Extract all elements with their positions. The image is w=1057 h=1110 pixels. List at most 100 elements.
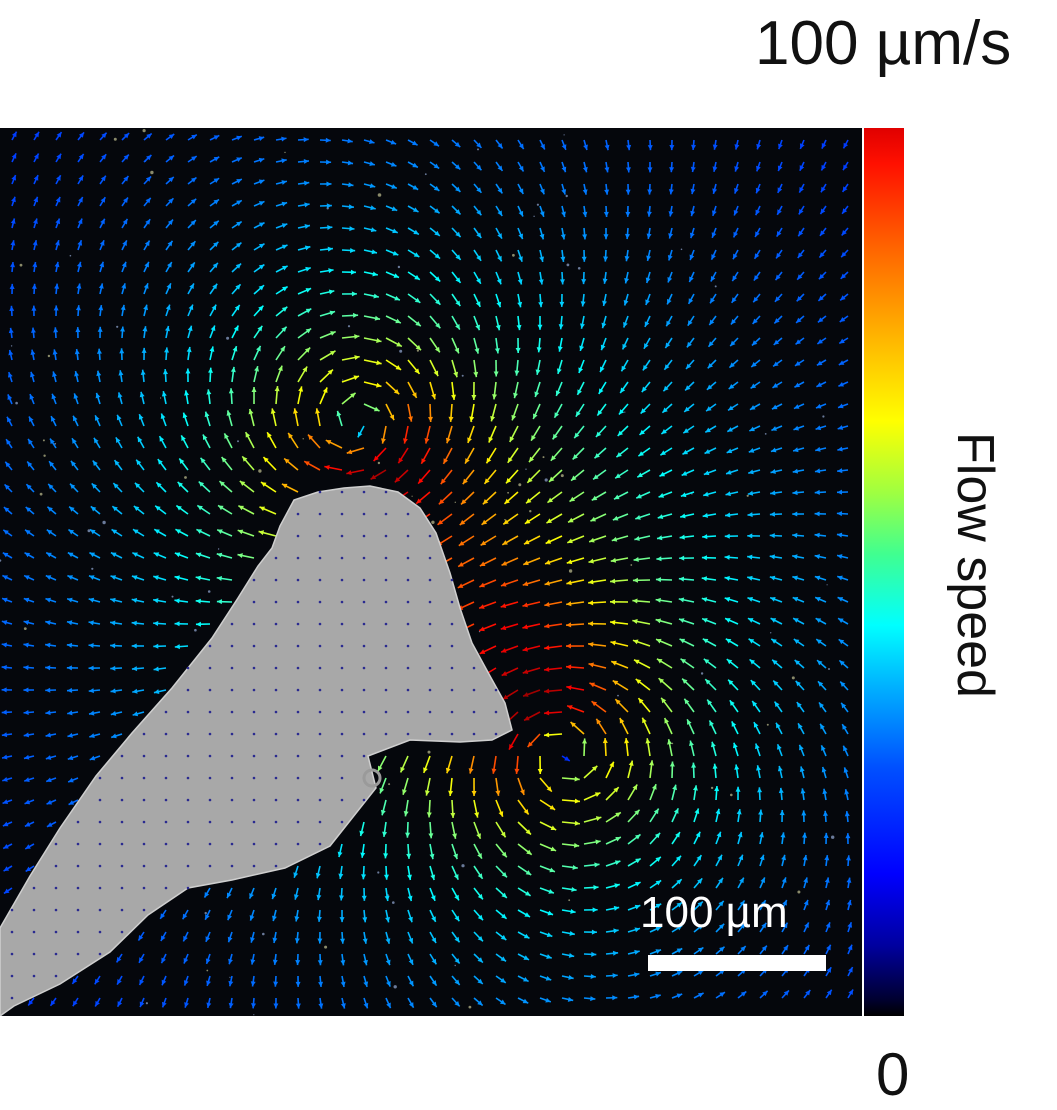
in-cell-vector	[340, 600, 344, 604]
flow-vector-head	[690, 188, 696, 195]
flow-vector-head	[711, 210, 717, 216]
flow-vector-head	[685, 385, 691, 391]
flow-vector-head	[31, 305, 37, 311]
flow-vector-head	[710, 741, 716, 748]
flow-vector-head	[174, 575, 180, 581]
in-cell-vector	[142, 864, 146, 868]
flow-vector-head	[702, 512, 709, 518]
flow-vector-head	[217, 529, 223, 534]
flow-vector-head	[190, 177, 197, 183]
flow-vector-head	[537, 768, 543, 774]
in-cell-vector	[340, 666, 344, 670]
flow-vector-head	[245, 432, 251, 438]
flow-vector-head	[476, 164, 482, 171]
flow-vector-head	[661, 428, 667, 434]
in-cell-vector	[120, 930, 124, 934]
flow-vector-head	[760, 877, 765, 884]
flow-vector-head	[837, 468, 843, 474]
in-cell-vector	[164, 754, 168, 758]
flow-vector-head	[45, 642, 51, 648]
flow-vector-head	[612, 515, 619, 521]
flow-vector-head	[705, 427, 711, 433]
flow-vector-head	[373, 455, 379, 462]
in-cell-vector	[450, 666, 454, 670]
flow-vector-head	[1, 642, 8, 648]
flow-vector-head	[23, 665, 29, 671]
flow-vector-head	[66, 665, 72, 671]
flow-vector-head	[676, 902, 683, 908]
flow-vector-head	[747, 554, 753, 560]
flow-vector-head	[662, 407, 668, 413]
flow-vector-head	[501, 648, 507, 653]
flow-vector-head	[471, 790, 477, 796]
in-cell-vector	[252, 622, 256, 626]
flow-vector-head	[431, 1001, 437, 1008]
flow-vector-head	[363, 1002, 369, 1009]
flow-vector-head	[549, 804, 556, 810]
flow-vector-head	[434, 253, 441, 259]
flow-vector-head	[544, 688, 550, 694]
flow-vector-head	[678, 597, 685, 603]
scale-bar-label: 100 µm	[640, 888, 788, 937]
flow-vector-head	[747, 490, 754, 496]
flow-vector-head	[228, 1002, 234, 1009]
flow-vector-head	[799, 766, 805, 772]
flow-vector-head	[228, 388, 234, 394]
flow-vector-head	[748, 469, 754, 475]
flow-vector-head	[802, 854, 808, 861]
in-cell-vector	[208, 842, 212, 846]
flow-vector-head	[841, 702, 847, 709]
flow-vector-head	[26, 484, 32, 490]
flow-vector-head	[454, 915, 460, 922]
in-cell-vector	[252, 864, 256, 868]
flow-vector-head	[500, 603, 507, 609]
flow-vector-head	[381, 438, 386, 444]
flow-vector-head	[111, 733, 117, 739]
speckle	[377, 193, 382, 197]
flow-vector-head	[359, 830, 365, 837]
speckle	[791, 676, 795, 680]
flow-vector-head	[338, 873, 344, 879]
flow-vector-head	[751, 340, 758, 346]
flow-vector-head	[450, 812, 456, 818]
flow-vector-head	[632, 639, 639, 645]
flow-vector-head	[771, 638, 777, 644]
flow-vector-head	[847, 922, 853, 928]
in-cell-vector	[164, 710, 168, 714]
flow-vector-head	[281, 483, 288, 489]
flow-vector-head	[847, 944, 853, 951]
flow-vector-head	[204, 892, 210, 898]
flow-vector-head	[88, 643, 94, 648]
flow-vector-head	[168, 134, 175, 140]
flow-vector-head	[840, 681, 846, 687]
flow-vector-head	[188, 304, 194, 311]
flow-vector-head	[68, 529, 74, 535]
flow-vector-head	[433, 370, 439, 377]
in-cell-vector	[494, 688, 498, 692]
flow-vector-head	[515, 347, 521, 353]
flow-vector-head	[595, 839, 601, 845]
flow-vector-head	[315, 872, 321, 879]
speckle	[461, 864, 465, 868]
speckle	[630, 564, 633, 566]
flow-vector-head	[782, 899, 787, 906]
in-cell-vector	[76, 820, 80, 824]
flow-vector-head	[816, 639, 822, 645]
flow-vector-head	[117, 392, 123, 398]
speckle	[770, 632, 772, 634]
in-cell-vector	[186, 864, 190, 868]
flow-vector-head	[634, 949, 640, 955]
flow-vector-head	[534, 391, 540, 398]
flow-vector-head	[689, 232, 695, 239]
flow-vector-head	[98, 283, 104, 289]
flow-vector-head	[798, 723, 803, 729]
flow-vector-head	[479, 582, 485, 588]
flow-vector-head	[72, 438, 77, 444]
flow-vector-head	[258, 243, 265, 249]
in-cell-vector	[274, 842, 278, 846]
colorbar	[864, 128, 904, 1016]
flow-vector-head	[529, 456, 535, 463]
flow-vector-head	[580, 301, 586, 307]
speckle	[102, 520, 106, 525]
in-cell-vector	[164, 732, 168, 736]
